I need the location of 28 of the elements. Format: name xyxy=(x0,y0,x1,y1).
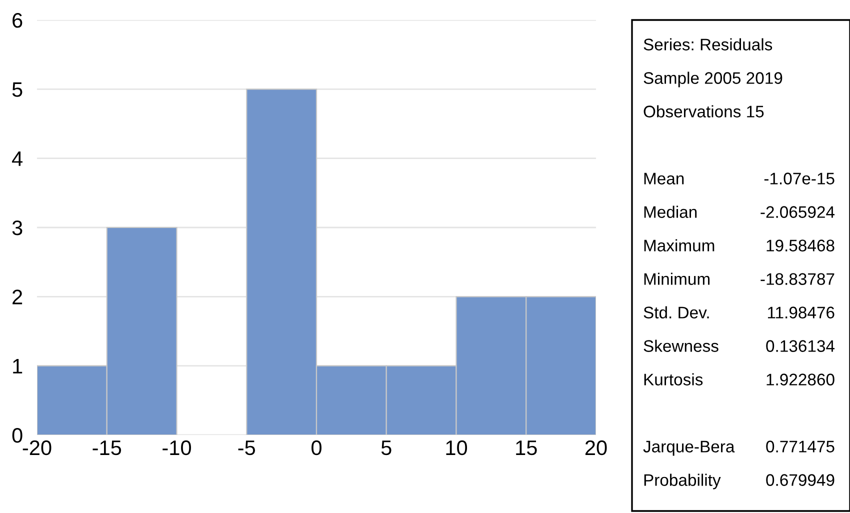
text: Maximum 19.58468 xyxy=(644,239,834,252)
text: Probability 0.679949 xyxy=(644,474,834,490)
y-tick-label: 0 xyxy=(12,428,22,443)
y-tick-label: 1 xyxy=(13,359,22,374)
x-tick-label: -10 xyxy=(162,440,191,456)
x-tick-label: 20 xyxy=(585,440,607,456)
text: Mean -1.07e-15 xyxy=(644,172,834,184)
y-tick-label: 2 xyxy=(12,290,22,304)
x-tick-label: -15 xyxy=(92,440,122,456)
text: Median -2.065924 xyxy=(644,206,835,218)
x-tick-label: -5 xyxy=(238,440,256,456)
x-tick-label: 10 xyxy=(446,440,468,456)
y-tick-label: 3 xyxy=(12,220,22,236)
text: Skewness 0.136134 xyxy=(644,340,835,352)
x-tick-label: 0 xyxy=(312,440,322,456)
text: Jarque-Bera 0.771475 xyxy=(643,440,834,456)
x-tick-label: 15 xyxy=(516,440,537,456)
y-tick-label: 4 xyxy=(12,152,22,166)
text: Series: Residuals xyxy=(644,38,772,50)
x-tick-label: 5 xyxy=(381,440,392,456)
text: Minimum -18.83787 xyxy=(644,272,834,285)
x-tick-label: -20 xyxy=(22,440,52,456)
text: Kurtosis 1.922860 xyxy=(644,373,834,386)
text: Std. Dev. 11.98476 xyxy=(644,306,834,318)
y-tick-label: 6 xyxy=(12,13,22,28)
y-tick-label: 5 xyxy=(12,82,22,97)
text: Sample 2005 2019 xyxy=(644,72,782,88)
text: Observations 15 xyxy=(644,105,764,118)
